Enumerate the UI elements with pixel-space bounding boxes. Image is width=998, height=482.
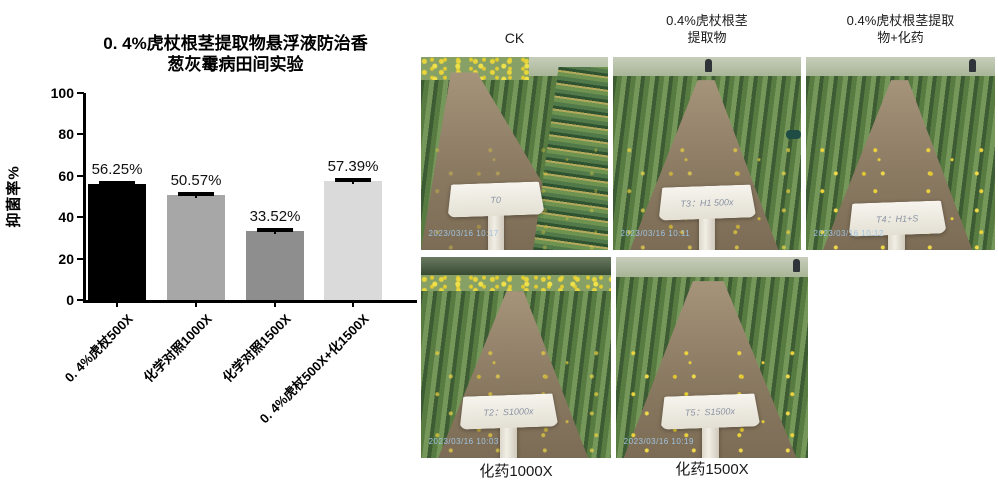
field-photo-chem1000: T2：S1000x 2023/03/16 10:03 [421,257,611,458]
plot-tag: T0 [447,183,544,250]
photo-caption-extract-chem-line1: 0.4%虎杖根茎提取 [846,13,955,28]
y-axis-line [83,93,86,303]
y-tick-label: 20 [58,250,74,267]
error-bar-cap [99,180,135,185]
plot-tag-stem [701,426,719,458]
plot-tag: T2：S1000x [459,395,558,458]
photo-caption-ck: CK [504,30,525,46]
x-tick [116,301,118,307]
photo-timestamp: 2023/03/16 10:12 [813,229,884,239]
y-tick [77,299,84,301]
bar [246,227,304,300]
x-axis-line [83,300,417,303]
x-tick [352,301,354,307]
plot-tag-stem [500,426,517,458]
x-category-label: 0. 4%虎杖500X [61,311,136,386]
field-photo-extract: T3：H1 500x 2023/03/16 10:11 [613,57,801,250]
plot-tag-text: T4：H1+S [875,213,919,225]
error-bar-cap [178,192,214,197]
plot-tag-stem [487,213,505,250]
person-silhouette [705,58,713,72]
photo-caption-extract-chem: 0.4%虎杖根茎提取 物+化药 [806,12,995,46]
y-tick-label: 40 [58,209,74,226]
plot-tag-head: T0 [447,181,545,217]
plot-tag: T4：H1+S [848,202,946,250]
bar-value-label: 56.25% [91,160,143,178]
photo-timestamp: 2023/03/16 10:03 [428,436,499,446]
plot-tag-text: T5：S1500x [684,406,736,418]
photo-caption-chem1000: 化药1000X [479,463,553,480]
y-tick [77,174,84,177]
photo-timestamp: 2023/03/16 10:19 [623,436,694,446]
field-photo-extract-chem: T4：H1+S 2023/03/16 10:12 [806,57,995,250]
person-silhouette [969,58,977,72]
rapeseed-flowers [421,275,611,292]
y-tick-label: 80 [58,126,74,143]
y-tick-label: 0 [66,292,74,308]
photo-caption-extract-line2: 提取物 [687,30,727,45]
plot-tag-text: T3：H1 500x [680,197,734,210]
x-category-label: 0. 4%虎杖500X+化1500X [256,311,372,427]
plot-tag: T5：S1500x [660,395,760,458]
y-axis-label: 抑菌率% [5,165,23,228]
tree-line [421,257,611,276]
plot-tag-stem [888,232,906,250]
photo-caption-extract-line1: 0.4%虎杖根茎 [666,13,748,28]
y-tick [77,216,84,219]
photo-timestamp: 2023/03/16 10:11 [620,229,691,239]
photo-timestamp: 2023/03/16 10:17 [428,229,499,239]
plot-tag-text: T2：S1000x [483,406,534,418]
y-tick-label: 100 [50,85,74,101]
chart-title-line2: 葱灰霉病田间实验 [167,55,304,74]
y-tick [77,92,84,94]
photo-caption-chem1500: 化药1500X [675,461,749,478]
bar [167,192,225,300]
field-photo-ck: T0 2023/03/16 10:17 [421,57,608,250]
field-photo-chem1500: T5：S1500x 2023/03/16 10:19 [616,257,808,458]
bar-value-label: 33.52% [249,207,301,225]
bar-value-label: 50.57% [170,172,222,190]
y-tick-label: 60 [58,167,74,184]
chart-title-line1: 0. 4%虎杖根茎提取物悬浮液防治香 [103,34,368,53]
plot-tag-head: T2：S1000x [458,393,558,429]
bar [88,180,146,300]
y-tick [77,133,84,136]
chart-title: 0. 4%虎杖根茎提取物悬浮液防治香 葱灰霉病田间实验 [58,33,413,75]
plot-tag-text: T0 [490,193,502,205]
error-bar-cap [257,227,293,232]
y-tick [77,257,84,260]
plot-tag-head: T3：H1 500x [658,185,757,221]
plot-tag-head: T5：S1500x [660,393,761,429]
photo-caption-extract: 0.4%虎杖根茎 提取物 [613,12,801,46]
photo-caption-extract-chem-line2: 物+化药 [877,30,924,45]
bar [324,178,382,300]
bar-value-label: 57.39% [327,158,379,176]
person-silhouette [793,259,801,272]
rapeseed-flowers [421,57,530,81]
x-tick [195,301,197,307]
plot-tag-stem [698,217,716,250]
x-tick [274,301,276,307]
bag-on-ground [786,130,801,140]
plot-tag: T3：H1 500x [658,186,756,250]
error-bar-cap [335,178,371,183]
